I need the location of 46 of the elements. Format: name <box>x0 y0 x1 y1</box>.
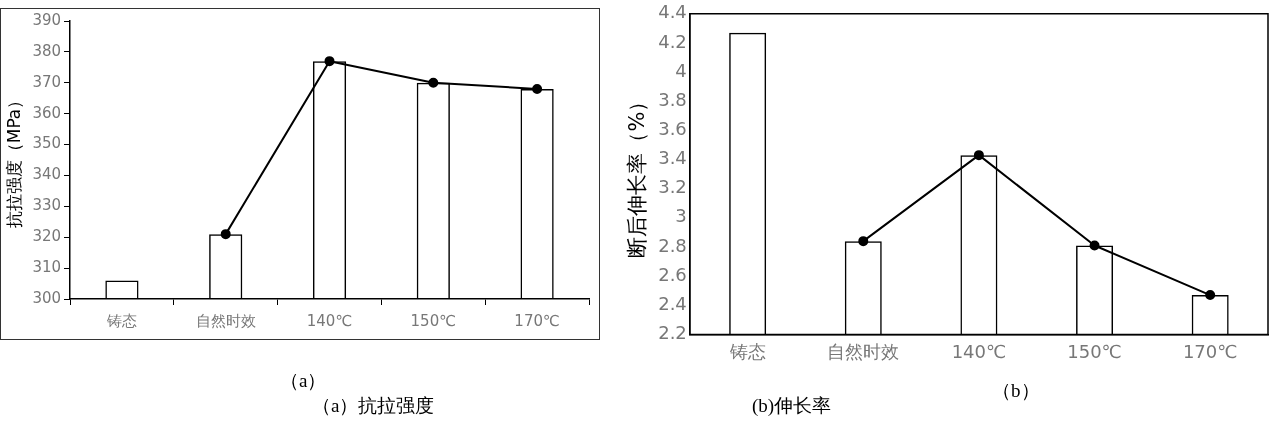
y-tick-label: 360 <box>32 103 62 122</box>
x-tick-label: 140℃ <box>951 340 1007 362</box>
text: (b)伸长率 <box>752 394 832 418</box>
y-tick-label: 3 <box>675 205 687 227</box>
x-tick-label: 150℃ <box>410 311 457 330</box>
y-tick-label: 4.2 <box>658 30 687 52</box>
y-tick-label: 370 <box>32 72 62 91</box>
point <box>324 56 335 67</box>
point <box>220 229 231 240</box>
y-tick-label: 2.2 <box>658 322 687 344</box>
point <box>973 150 984 161</box>
y-tick-label: 2.4 <box>658 292 687 314</box>
y-tick-label: 4.4 <box>658 1 687 23</box>
x-tick-label: 150℃ <box>1067 340 1122 362</box>
y-tick-label: 2.8 <box>658 234 687 256</box>
x-tick-label: 170℃ <box>514 311 560 330</box>
y-tick-label: 320 <box>32 227 62 246</box>
y-tick-label: 3.8 <box>658 88 687 110</box>
y-tick-label: 2.6 <box>658 263 687 285</box>
y-tick-label: 350 <box>32 134 62 153</box>
x-tick-label: 铸态 <box>728 340 766 362</box>
text: （b） <box>992 379 1040 403</box>
y-tick-label: 300 <box>32 288 62 307</box>
y-tick-label: 380 <box>32 41 62 60</box>
text: （a） <box>280 369 327 393</box>
x-tick-label: 自然时效 <box>195 311 256 330</box>
point <box>428 77 439 88</box>
x-tick-label: 铸态 <box>105 311 137 330</box>
x-tick-label: 140℃ <box>306 311 353 330</box>
x-tick-label: 170℃ <box>1182 340 1238 362</box>
y-tick-label: 330 <box>32 196 62 215</box>
point <box>1089 240 1100 251</box>
y-axis-title: 断后伸长率（%） <box>625 90 650 258</box>
y-axis-title: 抗拉强度（MPa） <box>3 91 24 229</box>
y-tick-label: 3.4 <box>658 147 687 169</box>
y-tick-label: 3.2 <box>658 176 687 198</box>
x-tick-label: 自然时效 <box>827 340 900 362</box>
point <box>1205 290 1216 301</box>
y-tick-label: 390 <box>32 10 62 29</box>
y-tick-label: 4 <box>675 59 687 81</box>
y-tick-label: 340 <box>32 165 62 184</box>
point <box>532 83 543 94</box>
y-tick-label: 310 <box>32 258 62 276</box>
y-tick-label: 3.6 <box>658 118 687 140</box>
text: （a）抗拉强度 <box>312 394 435 418</box>
point <box>858 236 869 247</box>
